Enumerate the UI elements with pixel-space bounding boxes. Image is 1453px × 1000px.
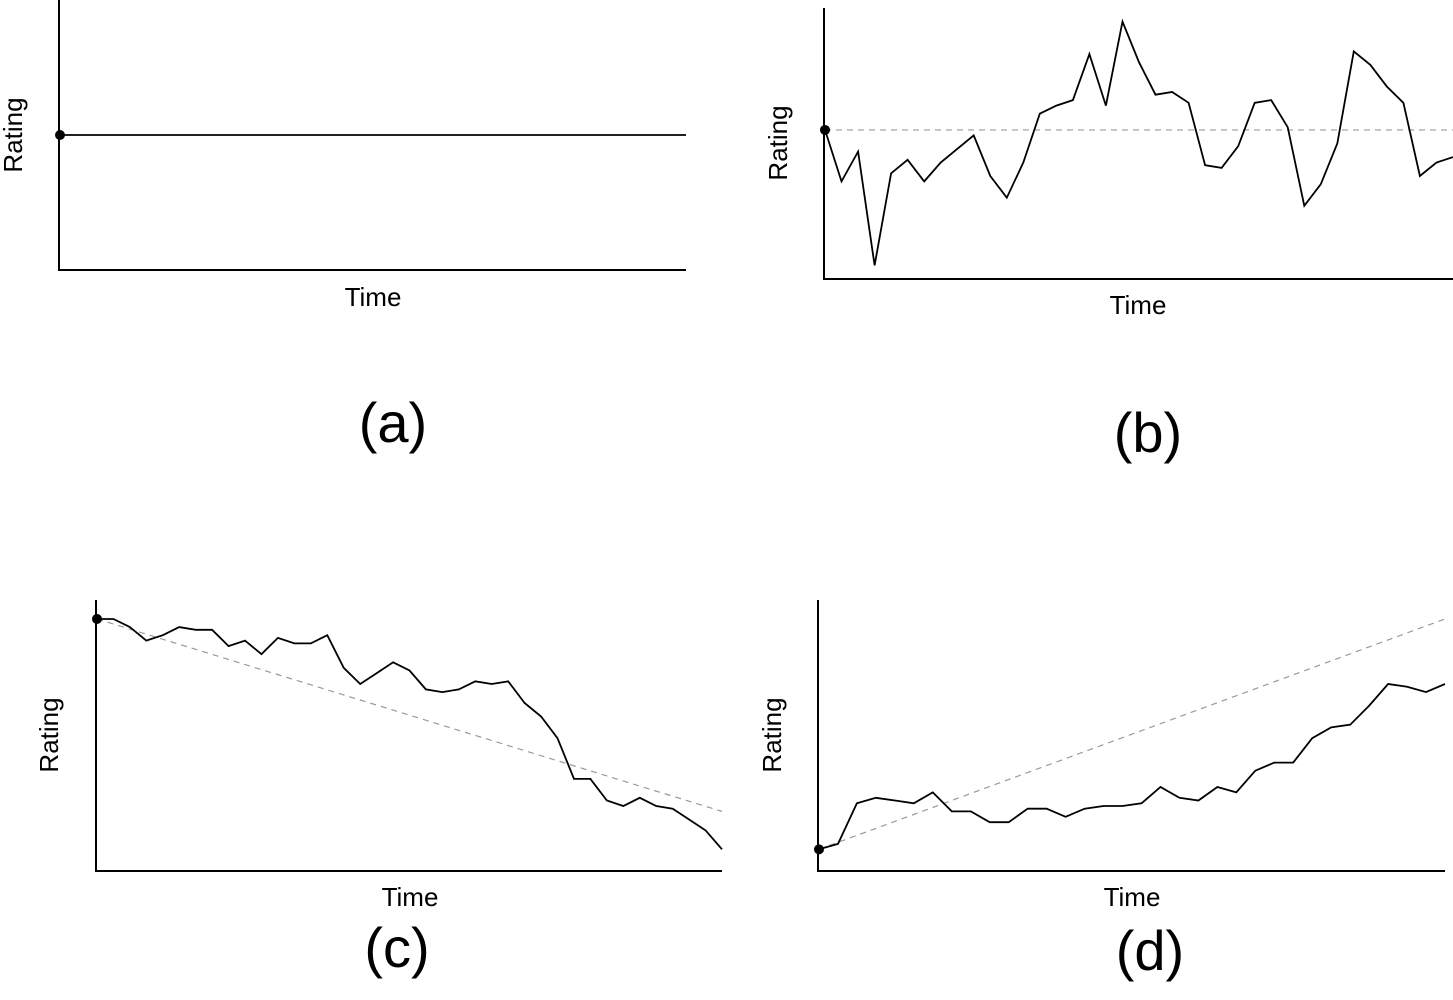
panel-c-ylabel: Rating bbox=[34, 697, 64, 772]
panel-d-reference-line bbox=[818, 618, 1446, 850]
panel-b-ylabel: Rating bbox=[763, 105, 793, 180]
panel-a-xlabel: Time bbox=[345, 282, 402, 312]
panel-c-axes bbox=[95, 600, 722, 872]
panel-a: Time Rating (a) bbox=[0, 0, 686, 454]
panel-b-series bbox=[820, 18, 1453, 266]
panel-d-label: (d) bbox=[1116, 919, 1184, 982]
panel-b: Time Rating (b) bbox=[763, 8, 1453, 464]
panel-a-label: (a) bbox=[359, 391, 427, 454]
panel-a-start-point bbox=[55, 130, 65, 140]
panel-a-axes bbox=[58, 0, 686, 271]
panel-c-rating-line bbox=[97, 618, 723, 850]
panel-b-start-point bbox=[820, 124, 830, 135]
panel-d-ylabel: Rating bbox=[757, 697, 787, 772]
panel-c-start-point bbox=[92, 613, 102, 624]
panel-c-reference-line bbox=[96, 618, 723, 812]
panel-d-axes bbox=[817, 600, 1445, 872]
panel-d-rating-line bbox=[818, 683, 1446, 851]
panel-a-series bbox=[55, 130, 686, 140]
panel-d-xlabel: Time bbox=[1104, 882, 1161, 912]
panel-c-xlabel: Time bbox=[382, 882, 439, 912]
panel-c: Time Rating (c) bbox=[34, 600, 723, 979]
panel-d: Time Rating (d) bbox=[757, 600, 1446, 982]
panel-d-start-point bbox=[814, 844, 824, 855]
panel-c-label: (c) bbox=[364, 916, 429, 979]
panel-b-axes bbox=[823, 8, 1453, 280]
panel-b-xlabel: Time bbox=[1110, 290, 1167, 320]
panel-d-series bbox=[814, 618, 1446, 855]
panel-a-ylabel: Rating bbox=[0, 97, 28, 172]
panel-b-rating-line bbox=[824, 18, 1453, 266]
panel-c-series bbox=[92, 613, 723, 850]
panel-b-label: (b) bbox=[1114, 401, 1182, 464]
